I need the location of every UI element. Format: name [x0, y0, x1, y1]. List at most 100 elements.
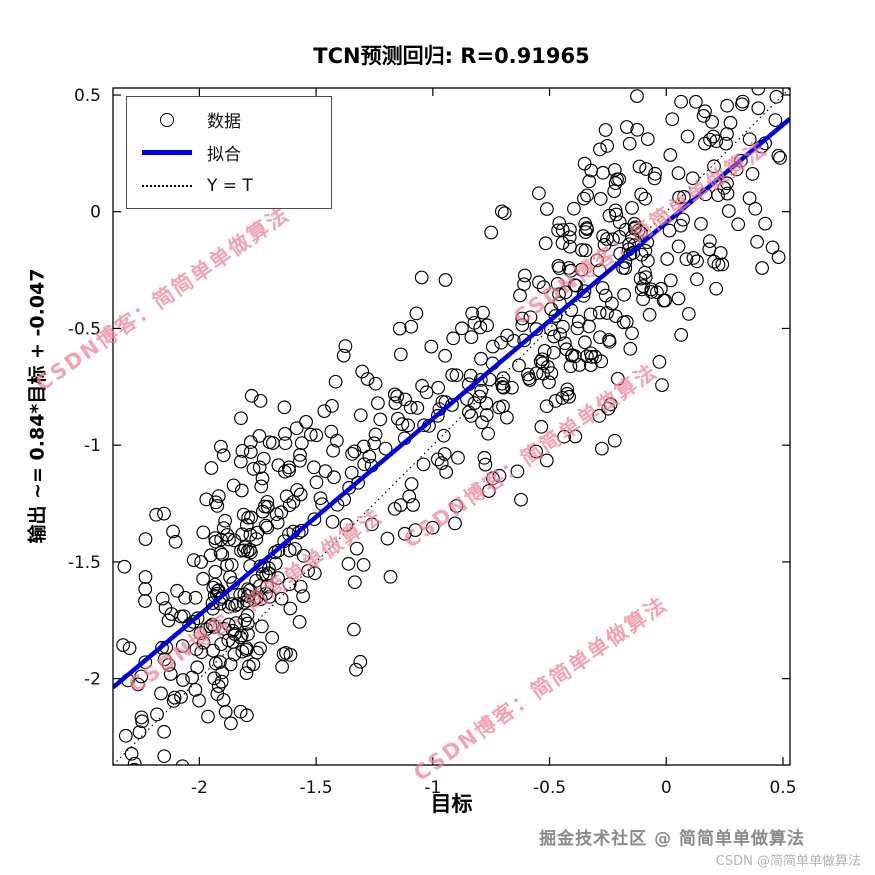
data-point	[279, 489, 294, 504]
data-point	[244, 545, 258, 560]
data-point	[430, 452, 445, 467]
data-point	[210, 499, 225, 513]
data-point	[679, 252, 694, 267]
data-point	[690, 272, 704, 287]
data-point	[577, 284, 592, 298]
data-point	[671, 291, 686, 306]
data-point	[639, 162, 653, 176]
data-point	[562, 230, 577, 245]
data-point	[560, 382, 575, 397]
y-tick-label: -1.5	[68, 553, 101, 573]
data-point	[274, 591, 289, 606]
data-point	[602, 333, 616, 347]
data-point	[240, 608, 255, 623]
data-point	[602, 208, 617, 223]
data-point	[568, 429, 583, 444]
data-point	[648, 166, 662, 181]
data-point	[540, 202, 554, 216]
data-point	[127, 756, 142, 765]
data-point	[551, 223, 565, 238]
data-point	[681, 307, 696, 321]
data-point	[255, 504, 270, 519]
data-point	[216, 521, 231, 535]
chart-title: TCN预测回归: R=0.91965	[313, 44, 590, 68]
data-point	[221, 599, 236, 614]
data-point	[254, 479, 269, 494]
data-point	[711, 188, 725, 203]
data-point	[596, 165, 610, 180]
data-point	[345, 447, 359, 461]
data-point	[357, 457, 372, 472]
data-point	[234, 483, 249, 498]
data-point	[751, 101, 766, 116]
data-point	[225, 597, 239, 611]
data-point	[326, 443, 340, 458]
data-point	[138, 532, 153, 546]
data-point	[686, 251, 701, 265]
data-point	[341, 556, 356, 571]
data-point	[477, 450, 492, 465]
data-point	[174, 690, 188, 704]
data-point	[214, 439, 228, 454]
data-point	[368, 376, 383, 391]
data-point	[215, 547, 230, 562]
data-point	[480, 318, 494, 333]
data-point	[208, 564, 223, 579]
data-point	[243, 445, 258, 459]
data-point	[207, 671, 222, 686]
data-point	[392, 321, 407, 336]
data-point	[203, 548, 218, 563]
data-point	[709, 281, 724, 296]
data-point	[555, 391, 570, 405]
data-point	[235, 527, 250, 542]
data-point	[283, 601, 298, 616]
data-point	[492, 400, 506, 415]
data-point	[211, 679, 226, 693]
data-point	[532, 186, 546, 201]
data-point	[290, 483, 304, 497]
data-point	[634, 187, 649, 202]
data-point	[259, 586, 273, 601]
x-tick-label: 0	[661, 778, 672, 798]
data-point	[605, 296, 619, 311]
data-point	[623, 247, 638, 261]
legend: 数据 拟合 Y = T	[126, 96, 332, 209]
data-point	[150, 707, 164, 722]
data-point	[449, 499, 464, 513]
data-point	[553, 327, 567, 342]
data-point	[324, 424, 339, 439]
data-point	[619, 120, 634, 134]
data-point	[529, 444, 543, 459]
data-point	[408, 523, 423, 537]
data-point	[425, 520, 440, 535]
data-point	[610, 371, 625, 386]
data-point	[655, 378, 669, 392]
data-point	[210, 687, 225, 701]
data-point	[462, 405, 476, 419]
data-point	[593, 330, 607, 345]
data-point	[663, 273, 678, 288]
data-point	[131, 677, 145, 692]
data-point	[362, 449, 377, 464]
data-point	[288, 542, 302, 556]
credit-csdn: CSDN @简简单单做算法	[715, 854, 861, 869]
data-point	[619, 315, 634, 329]
data-point	[578, 216, 593, 231]
data-point	[256, 451, 271, 466]
data-point	[383, 569, 398, 584]
data-point	[742, 191, 757, 206]
data-point	[439, 465, 453, 479]
data-point	[705, 115, 719, 129]
data-point	[552, 216, 567, 230]
data-point	[194, 645, 209, 660]
data-point	[550, 277, 565, 291]
data-point	[325, 515, 340, 529]
data-point	[662, 223, 677, 238]
data-point	[397, 526, 412, 541]
data-point	[720, 98, 734, 113]
data-point	[235, 644, 250, 659]
data-point	[246, 462, 261, 476]
data-point	[260, 520, 275, 535]
data-point	[390, 389, 405, 404]
